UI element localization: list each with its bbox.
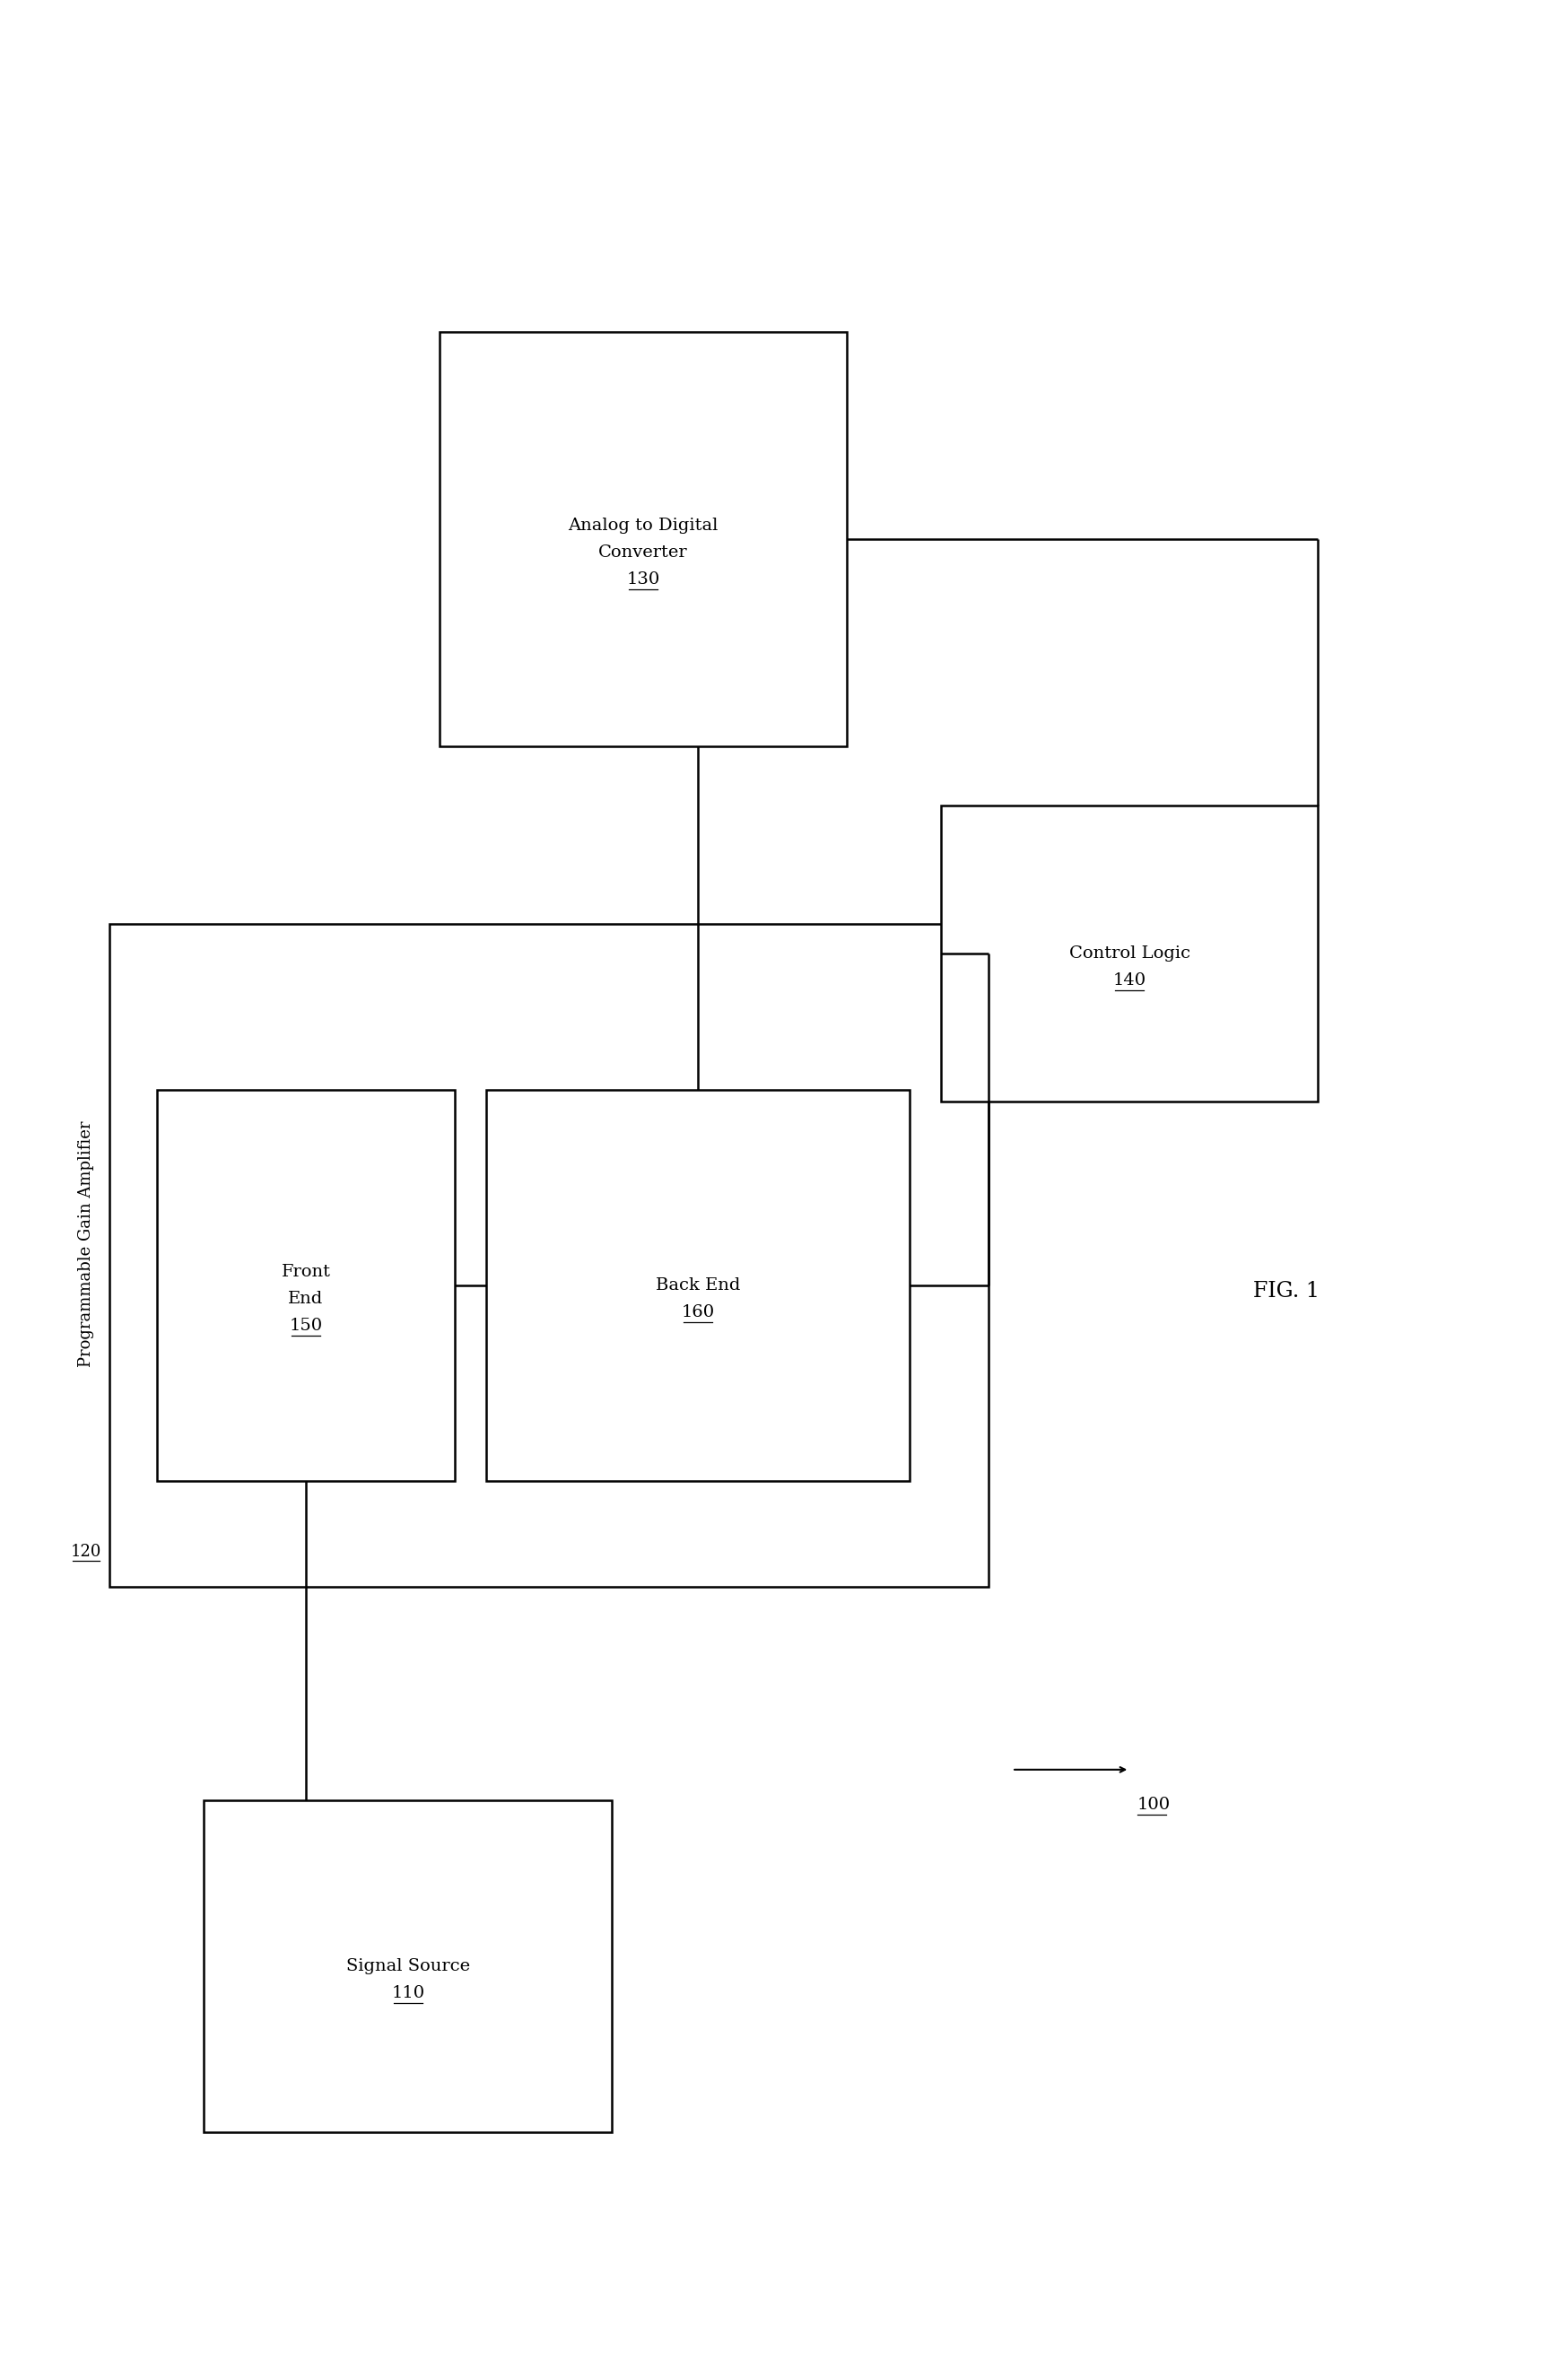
Text: 150: 150: [289, 1317, 323, 1334]
Text: 160: 160: [681, 1305, 715, 1320]
Text: FIG. 1: FIG. 1: [1253, 1282, 1319, 1301]
Text: Back End: Back End: [655, 1277, 740, 1293]
Bar: [941, 805, 1317, 1102]
Text: 130: 130: [626, 571, 660, 588]
Text: Front: Front: [281, 1263, 331, 1279]
Text: Programmable Gain Amplifier: Programmable Gain Amplifier: [78, 1121, 94, 1367]
Bar: [157, 1090, 455, 1481]
Text: 100: 100: [1137, 1798, 1170, 1812]
Text: 120: 120: [71, 1545, 102, 1559]
Text: 110: 110: [390, 1985, 425, 2002]
Text: Signal Source: Signal Source: [347, 1959, 469, 1973]
Text: End: End: [289, 1291, 323, 1308]
Text: Converter: Converter: [599, 545, 687, 561]
Bar: [204, 1800, 612, 2132]
Bar: [486, 1090, 909, 1481]
Bar: [110, 924, 988, 1587]
Text: 140: 140: [1112, 974, 1146, 988]
Text: Control Logic: Control Logic: [1068, 945, 1190, 962]
Bar: [439, 332, 847, 746]
Text: Analog to Digital: Analog to Digital: [568, 516, 718, 533]
